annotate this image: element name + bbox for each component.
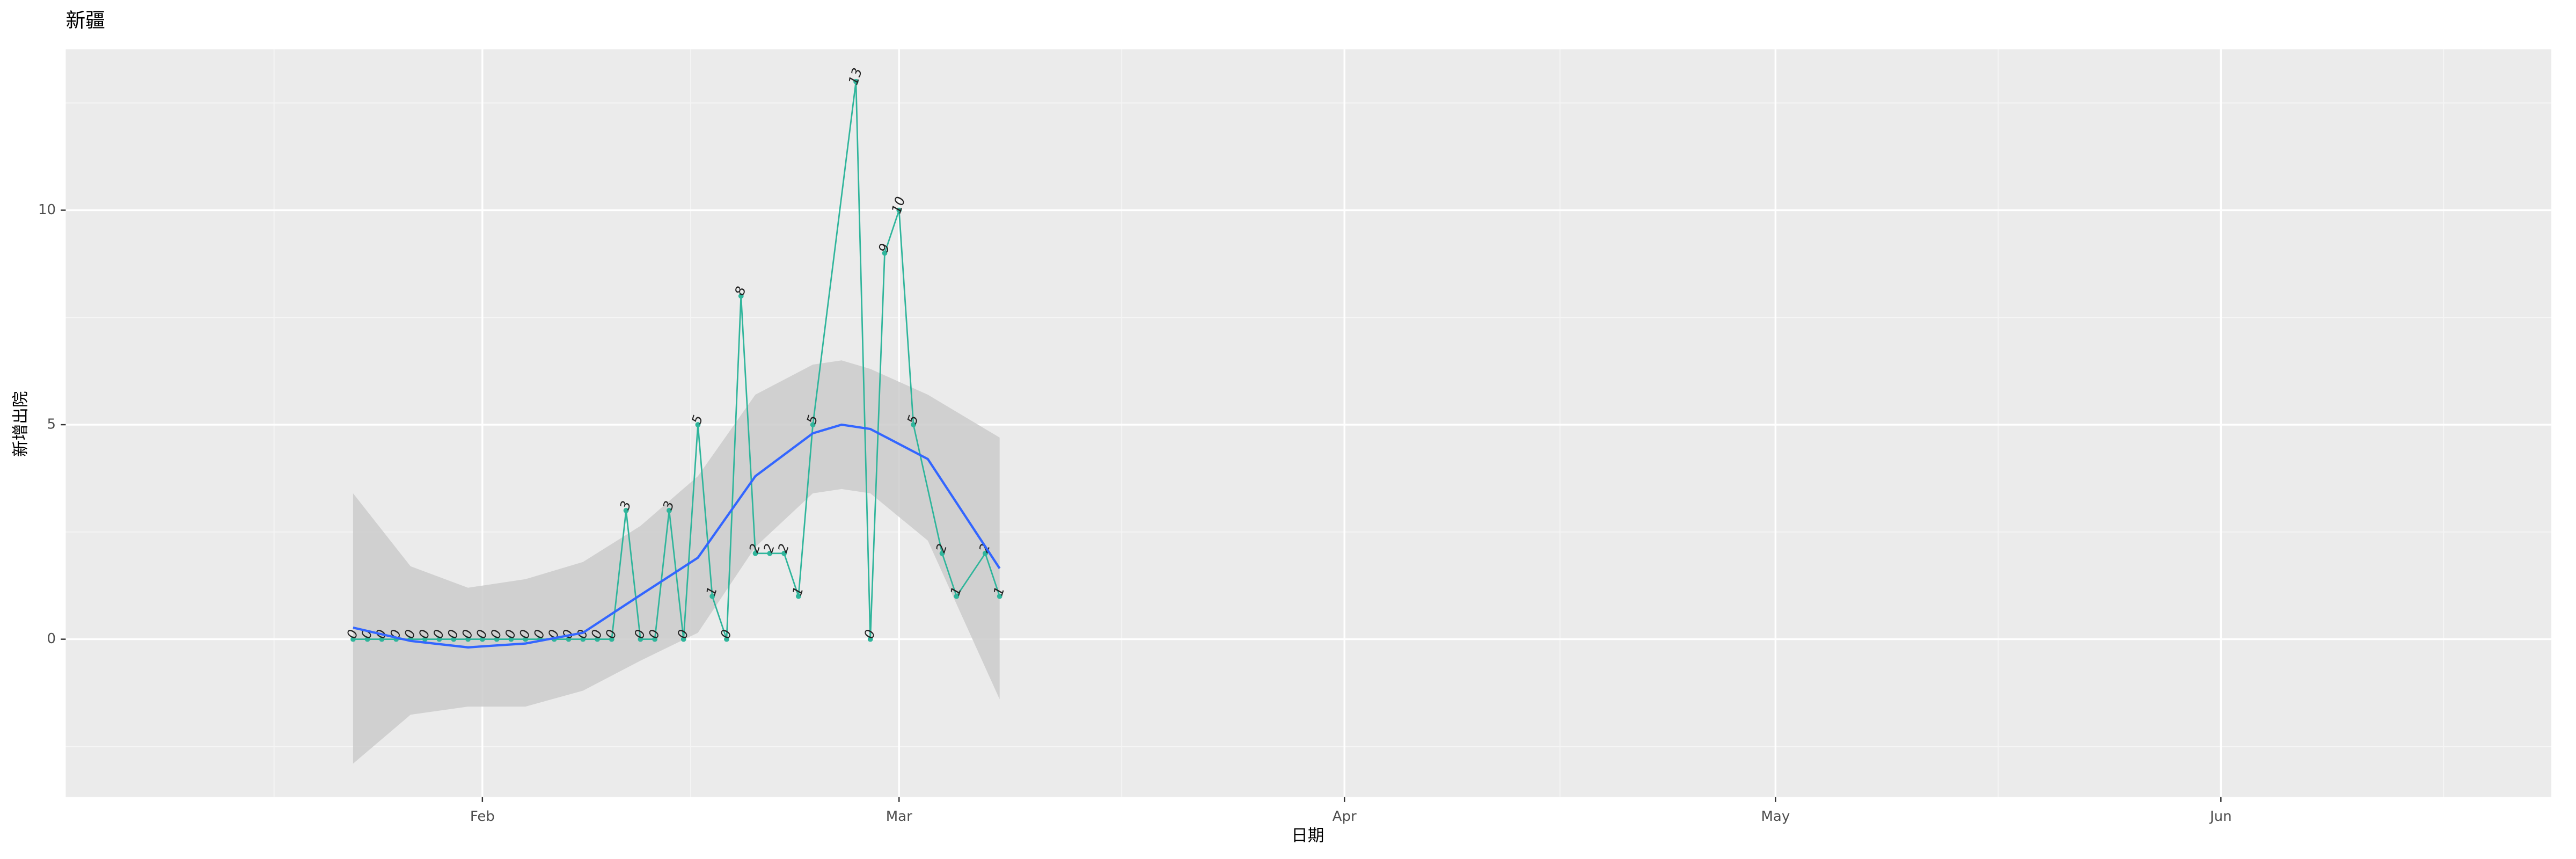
data-point [667, 507, 672, 513]
data-point [364, 636, 370, 642]
data-point [738, 293, 744, 299]
y-tick-label: 0 [47, 631, 56, 647]
data-label: 0 [343, 628, 361, 640]
y-axis-title: 新增出院 [11, 391, 30, 457]
data-point [451, 636, 457, 642]
data-label: 0 [588, 628, 605, 640]
data-label: 5 [803, 413, 821, 426]
data-point [595, 636, 600, 642]
y-tick-label: 10 [38, 202, 56, 218]
data-label: 2 [760, 542, 778, 555]
data-point [379, 636, 385, 642]
data-point [680, 636, 686, 642]
data-label: 2 [933, 542, 950, 555]
data-label: 0 [401, 628, 418, 640]
data-point [695, 422, 701, 427]
data-label: 0 [646, 628, 663, 640]
data-label: 1 [703, 585, 720, 598]
data-point [724, 636, 729, 642]
data-point [867, 636, 873, 642]
data-label: 5 [904, 413, 921, 426]
data-point [767, 550, 773, 556]
y-tick-label: 5 [47, 417, 56, 433]
data-point [954, 593, 960, 599]
data-point [508, 636, 514, 642]
data-label: 0 [502, 628, 519, 640]
data-point [781, 550, 787, 556]
data-point [580, 636, 586, 642]
data-point [853, 78, 859, 84]
x-tick-label: Mar [886, 809, 912, 825]
data-point [939, 550, 945, 556]
data-point [479, 636, 485, 642]
data-point [494, 636, 500, 642]
data-point [911, 422, 916, 427]
data-label: 0 [444, 628, 462, 640]
data-point [609, 636, 614, 642]
data-point [896, 207, 902, 213]
data-point [982, 550, 988, 556]
data-point [795, 593, 801, 599]
data-label: 0 [602, 628, 619, 640]
smooth-line [353, 423, 1001, 649]
data-point [997, 593, 1002, 599]
x-axis-title: 日期 [1291, 827, 1324, 846]
x-tick-label: Feb [470, 809, 495, 825]
data-label: 2 [774, 542, 792, 555]
data-point [422, 636, 428, 642]
data-label: 5 [689, 413, 706, 426]
x-tick-label: Jun [2209, 809, 2232, 825]
data-point [623, 507, 629, 513]
data-label: 2 [746, 542, 763, 555]
data-label: 0 [430, 628, 447, 640]
data-point [752, 550, 758, 556]
data-point [882, 250, 888, 256]
x-tick-label: May [1761, 809, 1790, 825]
chart-title: 新疆 [65, 9, 105, 32]
data-point [566, 636, 572, 642]
data-point [350, 636, 356, 642]
x-tick-label: Apr [1333, 809, 1357, 825]
data-point [638, 636, 643, 642]
data-point [709, 593, 715, 599]
data-point [465, 636, 471, 642]
data-point [810, 422, 816, 427]
data-label: 0 [487, 628, 504, 640]
data-point [523, 636, 529, 642]
data-point [652, 636, 658, 642]
data-label: 1 [947, 585, 964, 598]
data-point [436, 636, 442, 642]
confidence-band [353, 360, 1000, 764]
